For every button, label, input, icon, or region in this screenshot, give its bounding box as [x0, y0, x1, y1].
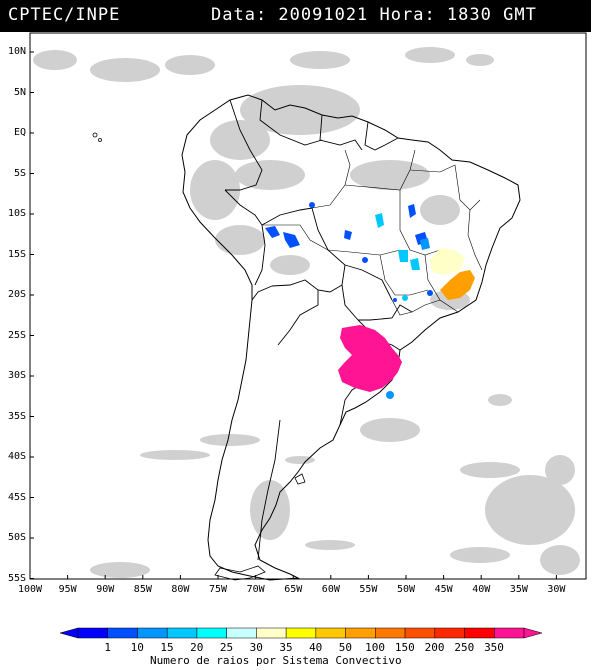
colorbar-swatch — [77, 627, 108, 639]
colorbar-swatch — [107, 627, 138, 639]
tierra-del-fuego — [214, 565, 266, 581]
latitude-label: 5N — [14, 86, 27, 98]
system-mato-grosso — [375, 213, 420, 301]
state-borders — [262, 149, 483, 316]
colorbar-swatch — [375, 627, 406, 639]
colorbar-swatch — [494, 627, 525, 639]
longitude-label: 60W — [321, 584, 340, 595]
colorbar-tick-label: 250 — [454, 641, 475, 654]
longitude-label: 65W — [284, 584, 303, 595]
latitude-label: 5S — [14, 167, 27, 179]
datetime-label: Data: 20091021 Hora: 1830 GMT — [211, 5, 537, 25]
galapagos-island — [98, 138, 102, 142]
colorbar-swatch — [137, 627, 168, 639]
colorbar-tick-label: 15 — [160, 641, 174, 654]
latitude-label: 20S — [8, 289, 27, 300]
map-header: CPTEC/INPE Data: 20091021 Hora: 1830 GMT — [0, 0, 591, 32]
longitude-label: 45W — [434, 584, 453, 595]
longitude-label: 30W — [547, 584, 566, 595]
colorbar-swatch — [285, 627, 317, 639]
latitude-label: 50S — [8, 532, 27, 543]
colorbar-tick-label: 35 — [279, 641, 293, 654]
colorbar-tick-label: 20 — [190, 641, 204, 654]
lightning-cell — [386, 391, 394, 399]
colorbar — [59, 627, 543, 639]
latitude-label: 40S — [8, 451, 27, 462]
colorbar-title: Numero de raios por Sistema Convectivo — [150, 654, 402, 667]
latitude-label: 10N — [8, 46, 27, 57]
latitude-label: 15S — [8, 248, 27, 260]
colorbar-tick-label: 350 — [484, 641, 504, 654]
continent-outline — [181, 94, 521, 581]
longitude-label: 90W — [96, 584, 115, 595]
longitude-label: 55W — [359, 584, 378, 595]
falkland-island — [294, 473, 306, 485]
system-minas-gerais — [440, 270, 475, 300]
colorbar-tick-label: 30 — [249, 641, 263, 654]
colorbar-arrow-right — [523, 627, 543, 639]
colorbar-arrow-left — [59, 627, 79, 639]
colorbar-tick-label: 50 — [338, 641, 353, 654]
latitude-label: 45S — [8, 491, 27, 503]
longitude-label: 75W — [209, 584, 228, 595]
colorbar-tick-label: 1 — [104, 641, 111, 654]
country-borders — [224, 99, 413, 561]
longitude-label: 100W — [18, 584, 43, 595]
longitude-label: 35W — [509, 584, 528, 595]
lightning-map — [29, 32, 587, 581]
colorbar-swatch — [166, 627, 198, 639]
longitude-label: 70W — [246, 584, 265, 595]
latitude-label: 25S — [8, 329, 27, 341]
colorbar-tick-label: 100 — [365, 641, 385, 654]
source-label: CPTEC/INPE — [8, 5, 121, 25]
colorbar-swatch — [315, 627, 346, 639]
longitude-label: 80W — [171, 584, 190, 595]
colorbar-swatch — [464, 627, 495, 639]
colorbar-swatch — [226, 627, 257, 639]
cloud-cover — [33, 47, 580, 578]
lightning-cell — [420, 238, 430, 250]
colorbar-swatch — [256, 627, 287, 639]
longitude-label: 95W — [58, 584, 77, 595]
latitude-label: 35S — [8, 410, 27, 422]
latitude-label: 55S — [8, 572, 27, 584]
colorbar-swatch — [196, 627, 227, 639]
colorbar-tick-label: 40 — [309, 641, 323, 654]
latitude-label: 10S — [8, 208, 27, 219]
axis-ticks — [29, 51, 557, 579]
colorbar-tick-label: 200 — [424, 641, 445, 654]
longitude-label: 85W — [133, 584, 152, 595]
colorbar-tick-label: 25 — [219, 641, 234, 654]
colorbar-swatch — [345, 627, 376, 639]
convective-systems — [265, 202, 475, 399]
galapagos-island — [92, 132, 98, 138]
system-bahia — [430, 248, 465, 275]
colorbar-swatch — [434, 627, 465, 639]
colorbar-tick-label: 10 — [130, 641, 144, 654]
latitude-label: EQ — [14, 127, 27, 138]
colorbar-boxes — [59, 627, 543, 639]
longitude-label: 40W — [472, 584, 491, 595]
colorbar-tick-label: 150 — [394, 641, 415, 654]
system-south-brazil-uruguay — [338, 325, 402, 392]
latitude-label: 30S — [8, 370, 27, 381]
longitude-label: 50W — [397, 584, 416, 595]
colorbar-swatch — [404, 627, 436, 639]
